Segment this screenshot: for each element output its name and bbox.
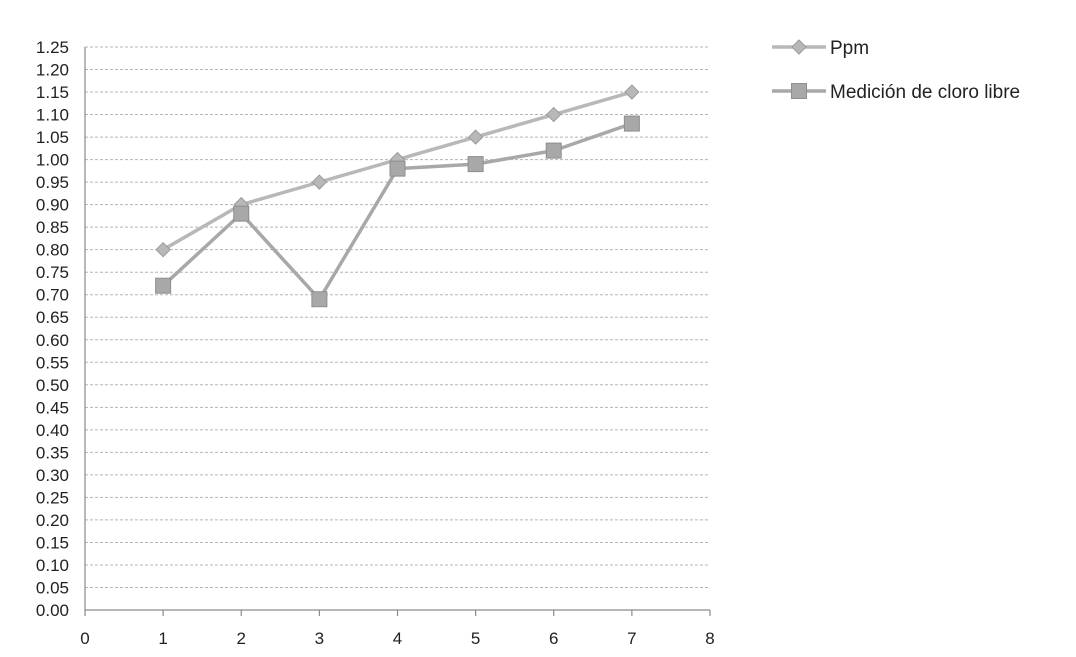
data-point-diamond — [467, 129, 484, 145]
y-tick-label: 0.10 — [36, 556, 69, 575]
x-tick-label: 0 — [80, 629, 89, 648]
data-point-square — [467, 156, 484, 173]
data-point-diamond — [155, 241, 171, 258]
y-tick-label: 0.20 — [36, 511, 69, 530]
y-tick-label: 0.75 — [36, 263, 69, 282]
y-tick-labels: 0.00 0.05 0.10 0.15 0.20 0.25 0.30 0.35 0.40 0.45… — [36, 38, 69, 620]
legend-marker — [791, 83, 807, 99]
y-tick-label: 0.00 — [36, 601, 69, 620]
y-tick-label: 1.15 — [36, 83, 69, 102]
y-tick-label: 0.85 — [36, 218, 69, 237]
axes — [84, 47, 711, 616]
legend-label: Medición de cloro libre — [830, 82, 1020, 103]
y-tick-label: 0.45 — [36, 398, 69, 417]
x-tick-label: 1 — [158, 629, 167, 648]
x-tick-label: 2 — [237, 629, 246, 648]
legend-label: Ppm — [830, 38, 869, 59]
legend-marker — [791, 39, 807, 55]
y-tick-label: 1.20 — [36, 61, 69, 80]
x-tick-label: 4 — [393, 629, 402, 648]
y-tick-label: 0.95 — [36, 173, 69, 192]
legend: Ppm Medición de cloro libre — [772, 38, 1020, 103]
y-tick-label: 0.30 — [36, 466, 69, 485]
x-tick-label: 3 — [315, 629, 324, 648]
x-tick-label: 6 — [549, 629, 558, 648]
data-point-square — [311, 291, 328, 308]
legend-entry: Ppm — [772, 38, 869, 59]
x-tick-labels: 0 1 2 3 4 5 6 7 8 — [80, 629, 714, 648]
y-tick-label: 0.25 — [36, 488, 69, 507]
y-tick-label: 0.70 — [36, 286, 69, 305]
data-point-diamond — [311, 174, 328, 190]
data-point-diamond — [546, 106, 562, 123]
y-tick-label: 1.00 — [36, 151, 69, 170]
data-point-square — [545, 142, 562, 159]
x-tick-label: 7 — [627, 629, 636, 648]
data-point-diamond — [624, 84, 640, 100]
y-tick-label: 0.50 — [36, 376, 69, 395]
legend-entry: Medición de cloro libre — [772, 82, 1020, 103]
y-tick-label: 0.80 — [36, 241, 69, 260]
data-point-square — [389, 160, 406, 177]
y-tick-label: 0.40 — [36, 421, 69, 440]
y-tick-label: 0.55 — [36, 353, 69, 372]
data-point-square — [623, 115, 640, 132]
y-tick-label: 0.90 — [36, 196, 69, 215]
y-tick-label: 0.15 — [36, 533, 69, 552]
y-tick-label: 0.35 — [36, 443, 69, 462]
data-point-square — [155, 277, 172, 294]
x-tick-label: 5 — [471, 629, 480, 648]
y-tick-label: 0.60 — [36, 331, 69, 350]
series-medicion-cloro-libre — [155, 115, 640, 308]
y-tick-label: 1.25 — [36, 38, 69, 57]
x-tick-label: 8 — [705, 629, 714, 648]
series — [155, 84, 640, 308]
y-tick-label: 1.10 — [36, 106, 69, 125]
y-tick-label: 0.65 — [36, 308, 69, 327]
y-tick-label: 1.05 — [36, 128, 69, 147]
data-point-square — [233, 205, 250, 222]
y-tick-label: 0.05 — [36, 578, 69, 597]
